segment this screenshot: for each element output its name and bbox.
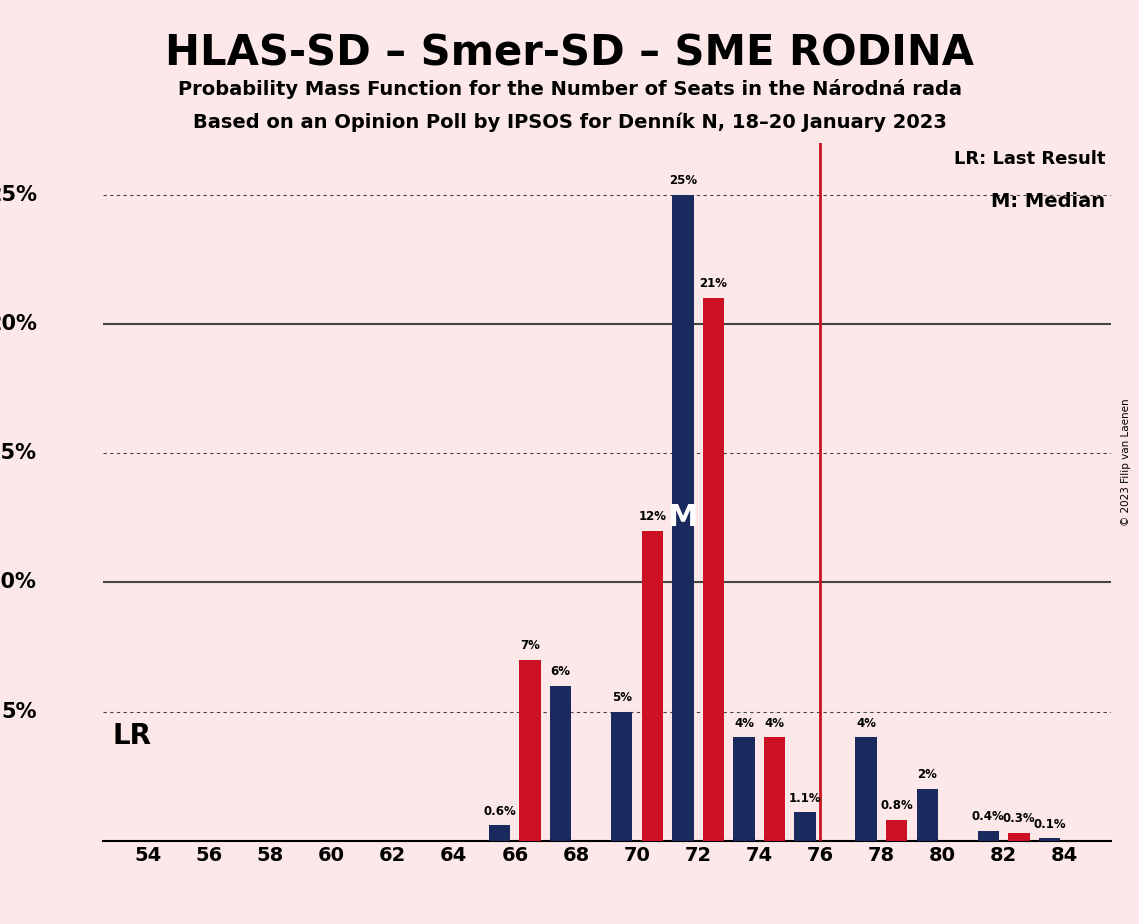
Text: 0.1%: 0.1% <box>1033 818 1066 831</box>
Bar <box>519 660 541 841</box>
Text: 0.6%: 0.6% <box>483 805 516 818</box>
Text: 1.1%: 1.1% <box>788 792 821 805</box>
Text: Probability Mass Function for the Number of Seats in the Národná rada: Probability Mass Function for the Number… <box>178 79 961 99</box>
Bar <box>855 737 877 841</box>
Text: 0.3%: 0.3% <box>1002 812 1035 825</box>
Bar <box>703 298 724 841</box>
Text: HLAS-SD – Smer-SD – SME RODINA: HLAS-SD – Smer-SD – SME RODINA <box>165 32 974 74</box>
Text: 2%: 2% <box>917 769 937 782</box>
Text: 5%: 5% <box>612 691 632 704</box>
Text: 0.8%: 0.8% <box>880 799 913 812</box>
Text: 4%: 4% <box>764 717 785 730</box>
Text: 25%: 25% <box>0 185 36 205</box>
Text: M: Median: M: Median <box>991 192 1106 211</box>
Bar <box>734 737 755 841</box>
Text: Based on an Opinion Poll by IPSOS for Denník N, 18–20 January 2023: Based on an Opinion Poll by IPSOS for De… <box>192 113 947 132</box>
Text: 4%: 4% <box>857 717 876 730</box>
Text: © 2023 Filip van Laenen: © 2023 Filip van Laenen <box>1121 398 1131 526</box>
Text: 12%: 12% <box>638 510 666 523</box>
Bar <box>612 711 632 841</box>
Text: 25%: 25% <box>669 174 697 188</box>
Bar <box>489 825 510 841</box>
Bar <box>550 686 572 841</box>
Text: 10%: 10% <box>0 573 36 592</box>
Text: 20%: 20% <box>0 314 36 334</box>
Text: 15%: 15% <box>0 444 36 463</box>
Text: M: M <box>667 504 698 532</box>
Bar <box>977 831 999 841</box>
Text: 7%: 7% <box>521 639 540 652</box>
Text: 6%: 6% <box>550 665 571 678</box>
Bar <box>886 821 908 841</box>
Bar <box>1008 833 1030 841</box>
Text: 5%: 5% <box>1 701 36 722</box>
Text: LR: LR <box>113 723 151 750</box>
Bar <box>794 812 816 841</box>
Text: LR: Last Result: LR: Last Result <box>954 151 1106 168</box>
Bar <box>641 530 663 841</box>
Bar <box>672 195 694 841</box>
Text: 0.4%: 0.4% <box>972 809 1005 822</box>
Bar <box>1039 838 1060 841</box>
Bar <box>764 737 785 841</box>
Text: 21%: 21% <box>699 277 728 290</box>
Bar <box>917 789 937 841</box>
Text: 4%: 4% <box>734 717 754 730</box>
